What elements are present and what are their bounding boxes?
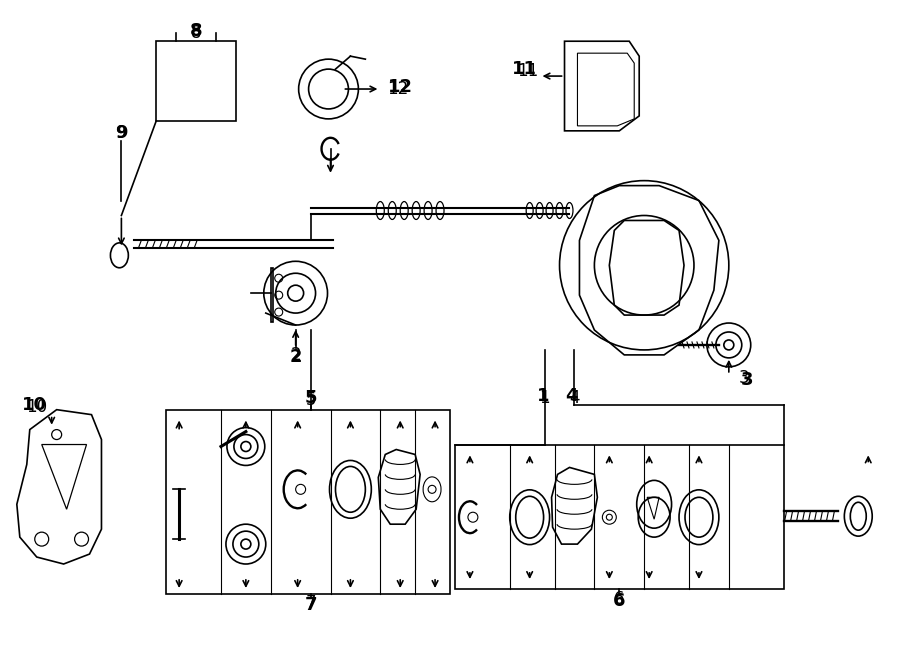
Bar bbox=[157, 41, 236, 121]
Text: 3: 3 bbox=[741, 371, 753, 389]
Text: 10: 10 bbox=[26, 398, 48, 416]
Text: 9: 9 bbox=[116, 124, 127, 142]
Text: 1: 1 bbox=[539, 389, 550, 407]
Text: 11: 11 bbox=[517, 62, 538, 80]
Text: 5: 5 bbox=[305, 391, 316, 408]
Text: 8: 8 bbox=[190, 22, 203, 40]
Text: 7: 7 bbox=[304, 596, 317, 614]
Text: 5: 5 bbox=[304, 389, 317, 407]
Text: 9: 9 bbox=[115, 124, 128, 142]
Text: 4: 4 bbox=[569, 389, 580, 407]
Text: 7: 7 bbox=[305, 594, 316, 612]
Text: 2: 2 bbox=[291, 346, 301, 364]
Text: 1: 1 bbox=[537, 387, 550, 405]
Text: 12: 12 bbox=[388, 78, 413, 96]
Text: 2: 2 bbox=[290, 348, 302, 366]
Text: 4: 4 bbox=[565, 387, 578, 405]
Text: 6: 6 bbox=[614, 590, 625, 608]
Text: 8: 8 bbox=[191, 24, 202, 42]
Bar bbox=[455, 444, 784, 589]
Text: 11: 11 bbox=[512, 60, 537, 78]
Text: 3: 3 bbox=[738, 369, 749, 387]
Text: 10: 10 bbox=[22, 396, 48, 414]
Text: 12: 12 bbox=[388, 80, 409, 98]
Text: 6: 6 bbox=[613, 592, 626, 610]
Bar bbox=[166, 410, 450, 594]
